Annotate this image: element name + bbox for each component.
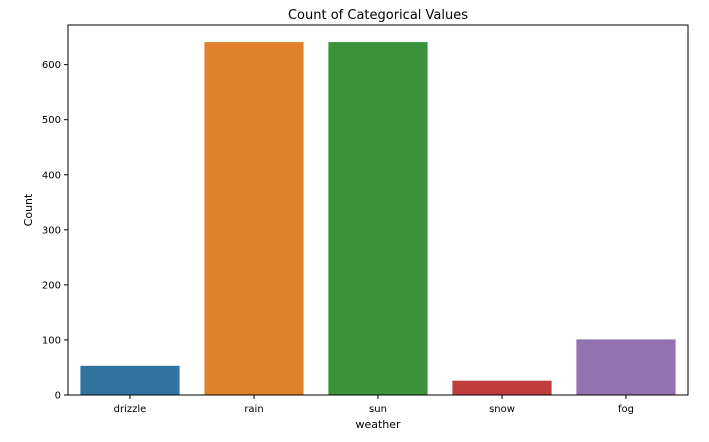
bar-sun xyxy=(328,42,428,395)
bar-drizzle xyxy=(80,365,180,395)
y-tick-label-0: 0 xyxy=(55,391,61,402)
x-axis-label: weather xyxy=(355,418,401,431)
y-tick-label-600: 600 xyxy=(42,60,61,71)
x-axis-ticks: drizzle rain sun snow fog xyxy=(114,395,634,415)
y-tick-label-200: 200 xyxy=(42,280,61,291)
y-tick-label-500: 500 xyxy=(42,115,61,126)
bar-fog xyxy=(576,339,676,395)
plot-frame xyxy=(67,24,689,396)
x-tick-label-snow: snow xyxy=(489,404,515,415)
y-axis-label: Count xyxy=(22,193,35,226)
x-tick-label-sun: sun xyxy=(369,404,387,415)
bar-snow xyxy=(452,380,552,395)
bars-group xyxy=(80,42,676,395)
y-axis-ticks: 0 100 200 300 400 500 600 xyxy=(42,60,68,402)
x-tick-label-drizzle: drizzle xyxy=(114,404,147,415)
x-tick-label-fog: fog xyxy=(618,404,634,415)
y-tick-label-400: 400 xyxy=(42,170,61,181)
bar-rain xyxy=(204,42,304,395)
x-tick-label-rain: rain xyxy=(244,404,263,415)
y-tick-label-300: 300 xyxy=(42,225,61,236)
y-tick-label-100: 100 xyxy=(42,335,61,346)
chart-title: Count of Categorical Values xyxy=(288,8,468,23)
